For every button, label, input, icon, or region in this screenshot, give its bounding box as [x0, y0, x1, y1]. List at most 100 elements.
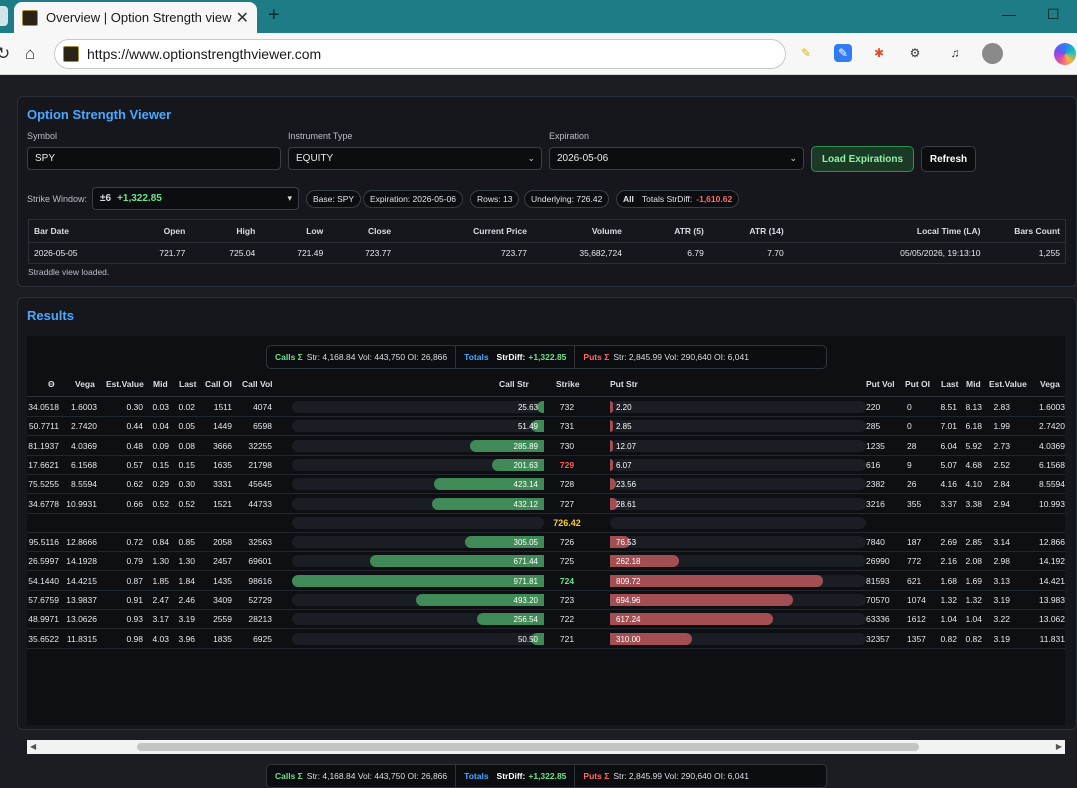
row-est-value: 0.57 [126, 459, 143, 470]
row-put-oi: 0 [907, 421, 912, 432]
option-row[interactable]: 17.6621 6.1568 0.57 0.15 0.15 1635 21798 616 9 5.… [27, 456, 1065, 475]
th-call-vol[interactable]: Call Vol [242, 379, 273, 389]
th-call-oi[interactable]: Call OI [205, 379, 232, 389]
row-put-vol: 26990 [866, 556, 890, 567]
horizontal-scrollbar[interactable]: ◀ ▶ [27, 740, 1065, 754]
strdiff-label: StrDiff: [496, 352, 526, 362]
option-row[interactable]: 34.6778 10.9931 0.66 0.52 0.52 1521 44733 3216 3… [27, 495, 1065, 514]
underlying-pill: Underlying: 726.42 [524, 190, 610, 208]
expiration-select[interactable]: 2026-05-06 ⌄ [549, 147, 804, 170]
row-mid: 0.29 [152, 479, 169, 490]
extension-icon[interactable]: ✱ [873, 46, 885, 60]
call-strength-bar [434, 478, 544, 491]
strike-window-select[interactable]: ±6 +1,322.85 ▾ [92, 187, 299, 210]
instrument-type-select[interactable]: EQUITY ⌄ [288, 147, 542, 170]
media-icon[interactable]: ♫ [950, 46, 960, 60]
maximize-button[interactable]: ☐ [1047, 6, 1060, 22]
row-last: 0.15 [178, 459, 195, 470]
browser-tab[interactable]: Overview | Option Strength view ✕ [14, 2, 257, 33]
option-row[interactable]: 48.9971 13.0626 0.93 3.17 3.19 2559 28213 63336… [27, 610, 1065, 630]
option-row[interactable]: 54.1440 14.4215 0.87 1.85 1.84 1435 98616 81593… [27, 572, 1065, 591]
option-row[interactable]: 35.6522 11.8315 0.98 4.03 3.96 1835 6925 32357 1… [27, 630, 1065, 649]
profile-avatar[interactable] [982, 43, 1003, 64]
call-strength-track: 51.49 [292, 420, 544, 433]
extensions-puzzle-icon[interactable]: ⚙ [909, 46, 921, 60]
copilot-icon[interactable] [1054, 43, 1076, 65]
notes-extension-icon[interactable]: ✎ [834, 44, 852, 62]
th-mid[interactable]: Mid [153, 379, 168, 389]
row-put-last: 2.69 [940, 537, 957, 548]
option-row[interactable]: 81.1937 4.0369 0.48 0.09 0.08 3666 32255 1235 28… [27, 437, 1065, 456]
row-mid: 0.52 [152, 498, 169, 509]
option-row[interactable]: 26.5997 14.1928 0.79 1.30 1.30 2457 69601 26990… [27, 552, 1065, 572]
calls-sum-text: Str: 4,168.84 Vol: 443,750 OI: 26,866 [306, 771, 448, 781]
th-vega[interactable]: Vega [75, 379, 95, 389]
th-strike[interactable]: Strike [556, 379, 580, 389]
totals-sum-label: Totals [464, 771, 489, 781]
th-put-oi[interactable]: Put OI [905, 379, 931, 389]
row-mid: 0.04 [152, 421, 169, 432]
th-put-est-value[interactable]: Est.Value [989, 379, 1027, 389]
tab-close-icon[interactable]: ✕ [235, 9, 249, 27]
expiration-pill: Expiration: 2026-05-06 [363, 190, 464, 208]
option-row[interactable]: 95.5116 12.8666 0.72 0.84 0.85 2058 32563 7840 1… [27, 533, 1065, 553]
refresh-icon[interactable]: ↻ [0, 44, 11, 63]
new-tab-button[interactable]: + [268, 4, 280, 26]
row-put-vol: 220 [866, 402, 881, 412]
instrument-type-value: EQUITY [296, 153, 334, 164]
th-put-vol[interactable]: Put Vol [866, 379, 895, 389]
row-put-vega: 12.866 [1039, 537, 1065, 548]
row-strike: 731 [559, 421, 575, 432]
put-strength-track: 2.20 [610, 401, 866, 413]
th-call-str[interactable]: Call Str [499, 379, 529, 389]
load-expirations-button[interactable]: Load Expirations [811, 146, 914, 172]
th-est-value[interactable]: Est.Value [106, 379, 144, 389]
call-strength-value: 432.12 [513, 499, 538, 509]
th-put-str[interactable]: Put Str [610, 379, 638, 389]
totals-pill: All Totals StrDiff: -1,610.62 [616, 190, 740, 208]
row-theta: 17.6621 [28, 459, 59, 470]
th-volume: Volume [532, 219, 627, 243]
read-aloud-icon[interactable]: ✎ [800, 46, 812, 60]
put-strength-bar [610, 497, 618, 510]
th-high: High [190, 219, 261, 243]
row-mid: 4.03 [152, 633, 169, 644]
scroll-right-icon[interactable]: ▶ [1055, 742, 1062, 751]
row-last: 0.05 [178, 421, 195, 432]
url-field[interactable]: https://www.optionstrengthviewer.com [54, 39, 786, 69]
put-strength-track [610, 516, 866, 529]
bar-summary-table: Bar Date Open High Low Close Current Pri… [28, 219, 1066, 264]
refresh-button[interactable]: Refresh [921, 146, 976, 172]
th-put-mid[interactable]: Mid [966, 379, 981, 389]
row-est-value: 0.91 [126, 595, 143, 605]
th-theta[interactable]: Θ [48, 379, 55, 389]
row-call-oi: 3331 [213, 479, 232, 490]
row-call-oi: 2559 [213, 614, 232, 625]
th-put-last[interactable]: Last [941, 379, 959, 389]
row-last: 1.84 [178, 575, 195, 586]
scrollbar-thumb[interactable] [137, 743, 919, 751]
put-strength-bar [610, 439, 614, 452]
symbol-input[interactable]: SPY [27, 147, 281, 170]
put-strength-track: 12.07 [610, 439, 866, 452]
row-put-last: 7.01 [940, 421, 957, 432]
call-strength-track: 971.81 [292, 574, 544, 587]
sidebar-toggle-icon[interactable] [0, 6, 8, 26]
option-row[interactable]: 34.0518 1.6003 0.30 0.03 0.02 1511 4074 220 0 8.5… [27, 398, 1065, 417]
row-last: 0.30 [178, 479, 195, 490]
th-put-vega[interactable]: Vega [1040, 379, 1060, 389]
scroll-left-icon[interactable]: ◀ [30, 742, 37, 751]
minimize-button[interactable]: — [1002, 6, 1016, 22]
call-strength-value: 50.50 [517, 634, 538, 644]
put-strength-track: 2.85 [610, 420, 866, 433]
row-call-oi: 3409 [213, 595, 232, 605]
call-strength-track: 285.89 [292, 439, 544, 452]
option-row[interactable]: 75.5255 8.5594 0.62 0.29 0.30 3331 45645 2382 26… [27, 475, 1065, 495]
option-row[interactable]: 50.7711 2.7420 0.44 0.04 0.05 1449 6598 285 0 7.0… [27, 417, 1065, 437]
results-panel: Results Calls Σ Str: 4,168.84 Vol: 443,7… [17, 297, 1077, 788]
home-icon[interactable]: ⌂ [25, 44, 36, 63]
th-last[interactable]: Last [179, 379, 197, 389]
row-call-oi: 1449 [213, 421, 232, 432]
option-row[interactable]: 57.6759 13.9837 0.91 2.47 2.46 3409 52729 70570… [27, 591, 1065, 610]
calls-sum-text: Str: 4,168.84 Vol: 443,750 OI: 26,866 [306, 352, 448, 362]
